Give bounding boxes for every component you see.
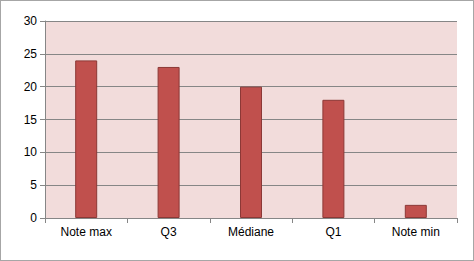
svg-text:15: 15 [24,113,38,127]
svg-text:0: 0 [30,211,37,225]
svg-text:Note max: Note max [61,225,112,239]
svg-text:30: 30 [24,14,38,28]
svg-text:5: 5 [30,178,37,192]
svg-text:Note min: Note min [392,225,440,239]
svg-text:25: 25 [24,47,38,61]
svg-text:10: 10 [24,145,38,159]
svg-text:Q3: Q3 [161,225,177,239]
svg-text:Médiane: Médiane [228,225,274,239]
svg-text:Q1: Q1 [325,225,341,239]
svg-text:20: 20 [24,80,38,94]
